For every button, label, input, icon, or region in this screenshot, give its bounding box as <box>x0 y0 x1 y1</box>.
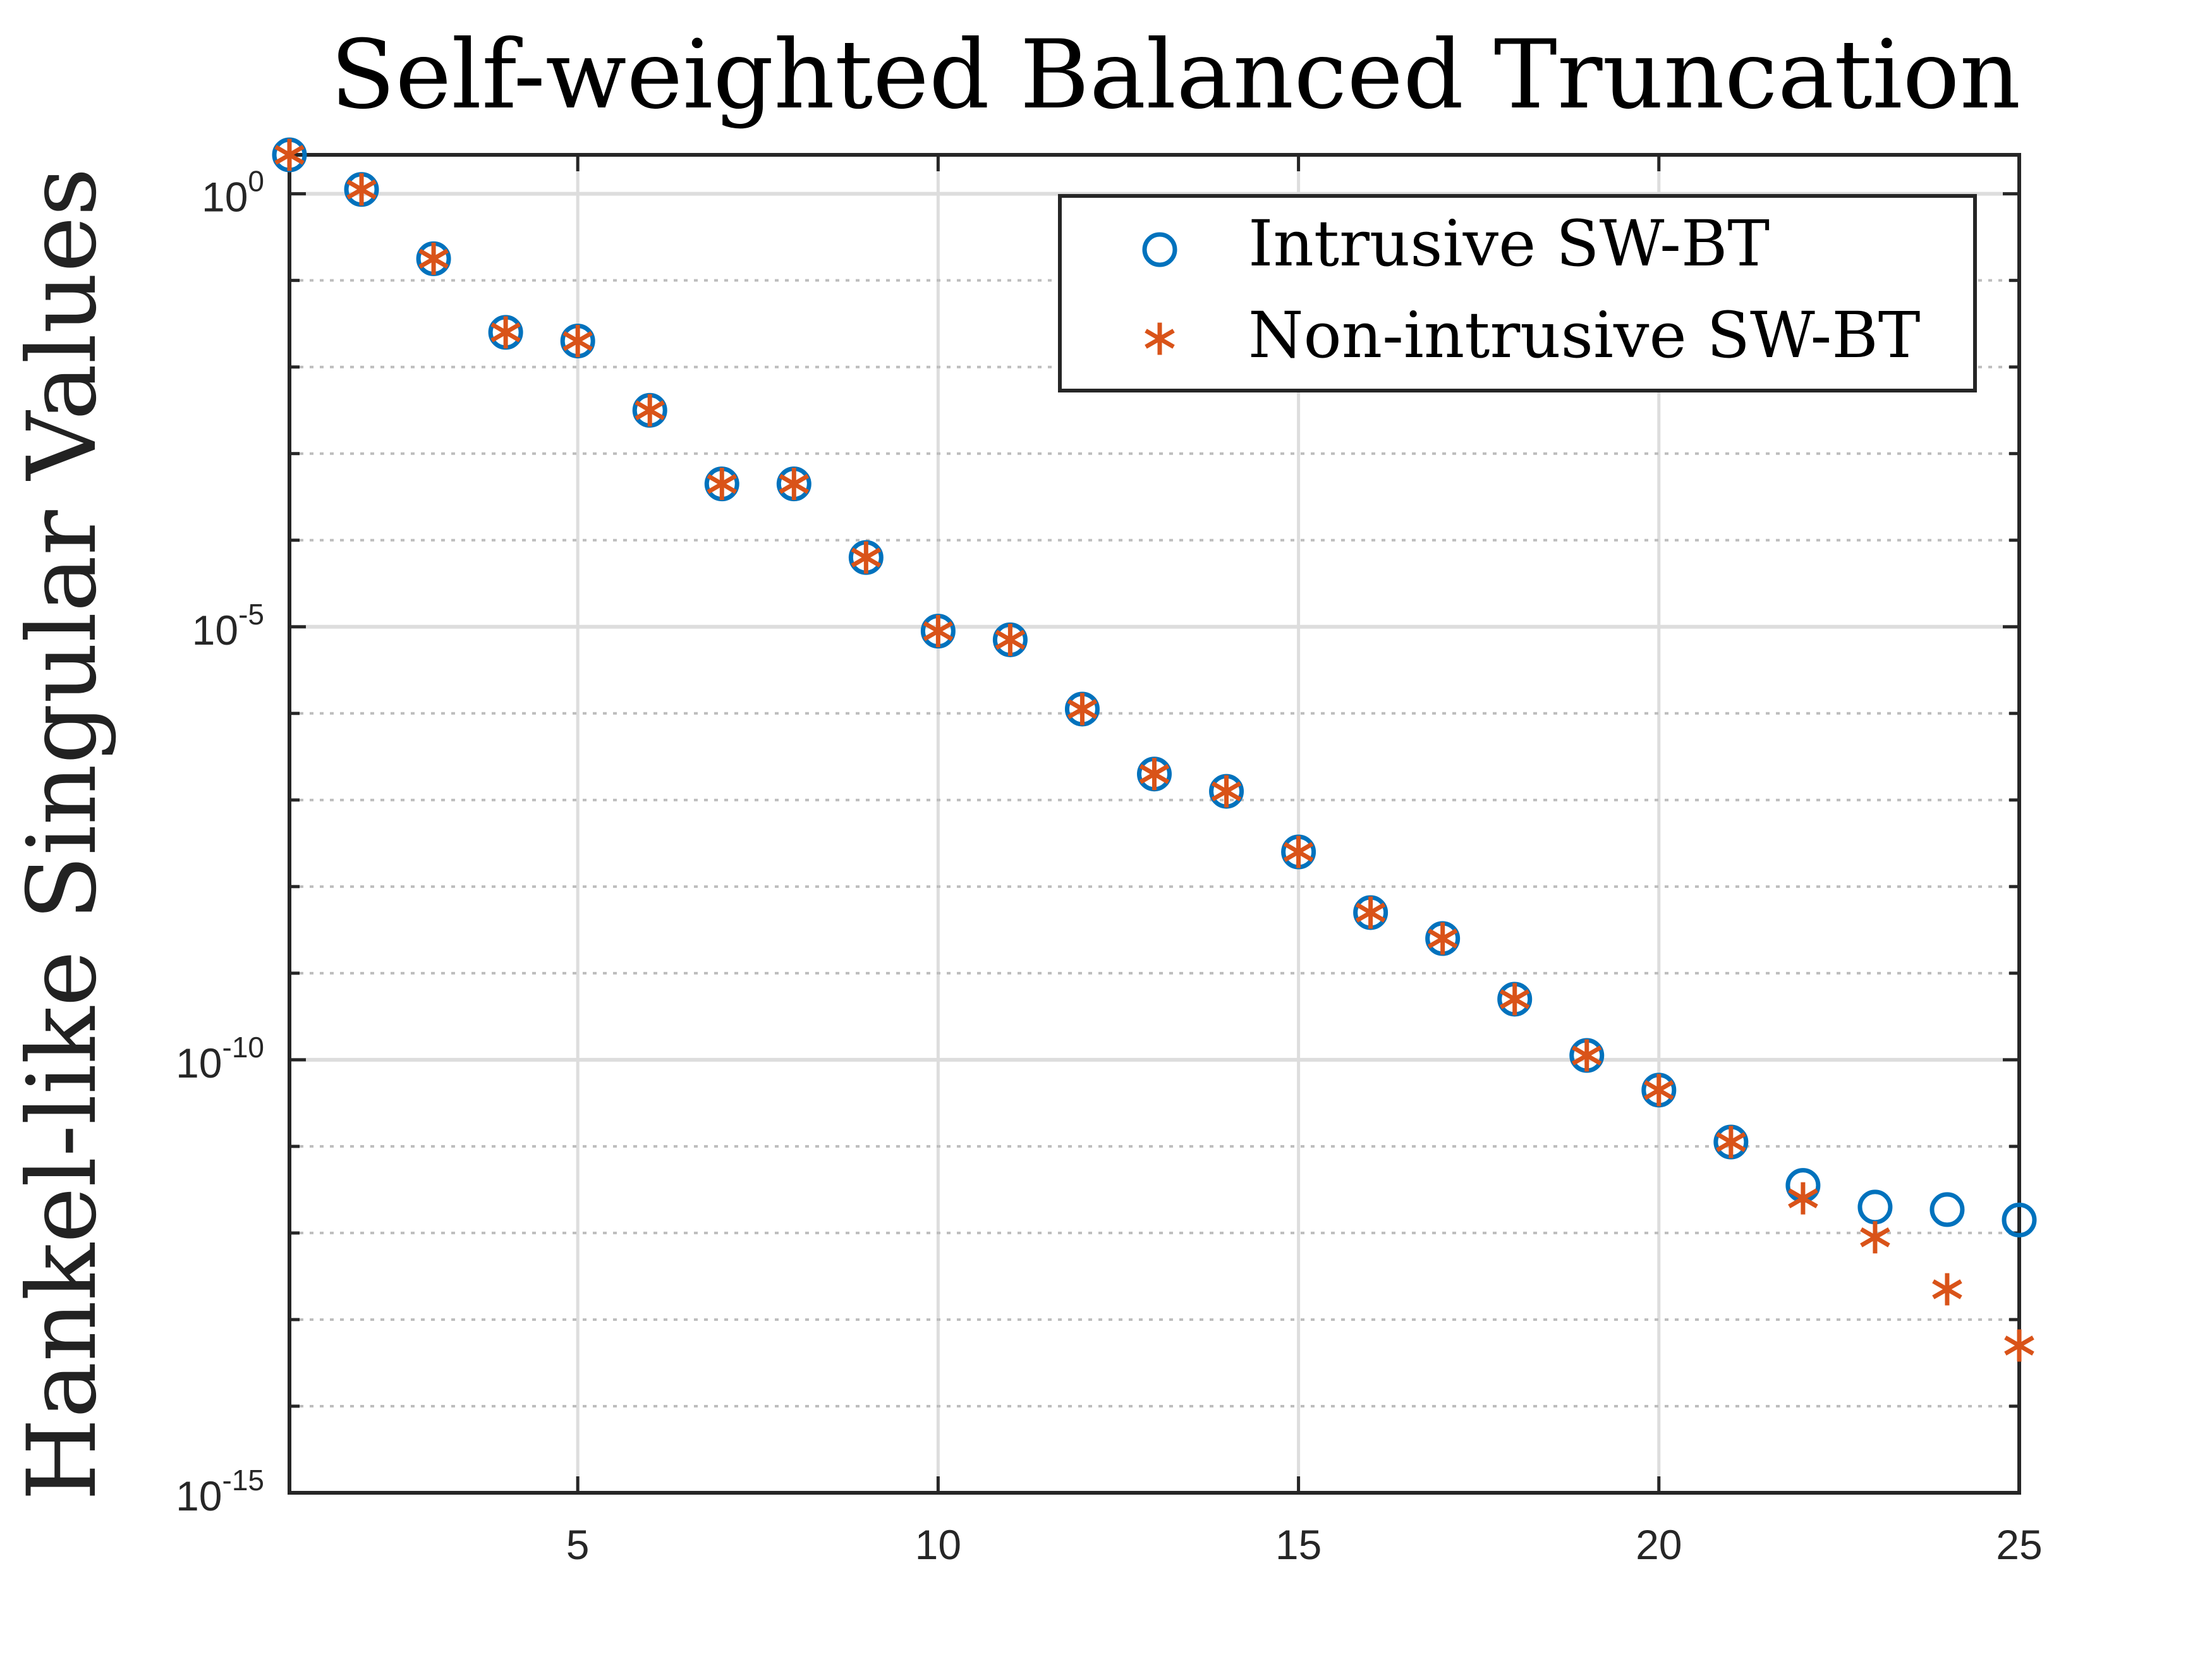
y-tick-label: 10-10 <box>176 1031 264 1086</box>
asterisk-stroke <box>1788 1188 1818 1208</box>
nonintrusive-point <box>2004 1329 2034 1362</box>
plot-frame <box>288 153 2021 1495</box>
x-tick-label: 10 <box>915 1521 961 1568</box>
nonintrusive-point <box>1716 1126 1746 1158</box>
asterisk-stroke <box>490 322 521 343</box>
nonintrusive-point <box>1860 1221 1890 1254</box>
nonintrusive-point <box>1283 836 1314 868</box>
asterisk-stroke <box>995 629 1026 650</box>
nonintrusive-point <box>779 468 810 501</box>
nonintrusive-point <box>346 173 377 206</box>
x-tick-label: 25 <box>1996 1521 2042 1568</box>
asterisk-stroke <box>779 473 810 494</box>
nonintrusive-point <box>1499 983 1530 1016</box>
nonintrusive-point <box>490 316 521 349</box>
nonintrusive-point <box>1644 1074 1674 1107</box>
nonintrusive-point <box>1355 896 1386 929</box>
asterisk-stroke <box>707 473 738 494</box>
asterisk-stroke <box>1067 699 1098 719</box>
asterisk-stroke <box>1860 1227 1890 1248</box>
y-tick-label: 100 <box>202 165 264 221</box>
legend-label-nonintrusive: Non-intrusive SW-BT <box>1248 298 1920 372</box>
asterisk-stroke <box>1355 902 1386 923</box>
markers <box>272 137 2037 1362</box>
asterisk-stroke <box>923 621 954 641</box>
nonintrusive-point <box>635 394 665 427</box>
legend-circle-marker <box>1142 232 1177 267</box>
nonintrusive-point <box>1139 758 1170 791</box>
legend-asterisk-marker <box>1145 322 1175 355</box>
nonintrusive-point <box>562 325 593 358</box>
intrusive-point <box>1929 1192 1965 1227</box>
nonintrusive-point <box>1788 1182 1818 1215</box>
nonintrusive-point <box>1571 1039 1602 1072</box>
asterisk-stroke <box>1211 781 1242 801</box>
legend: Intrusive SW-BT Non-intrusive SW-BT <box>1058 194 1977 392</box>
asterisk-stroke <box>1644 1080 1674 1100</box>
asterisk-stroke <box>562 331 593 351</box>
asterisk-stroke <box>1571 1045 1602 1066</box>
nonintrusive-point <box>1211 775 1242 808</box>
nonintrusive-point <box>851 541 882 574</box>
asterisk-stroke <box>1499 989 1530 1009</box>
nonintrusive-point <box>995 623 1026 656</box>
legend-box <box>1058 194 1977 392</box>
asterisk-stroke <box>2004 1335 2034 1356</box>
asterisk-stroke <box>1932 1279 1962 1299</box>
asterisk-stroke <box>851 547 882 568</box>
asterisk-stroke <box>346 179 377 200</box>
intrusive-point <box>1857 1189 1893 1225</box>
intrusive-point <box>2002 1202 2037 1237</box>
asterisk-stroke <box>1427 928 1458 949</box>
x-tick-label: 20 <box>1636 1521 1682 1568</box>
asterisk-stroke <box>1716 1132 1746 1152</box>
legend-label-intrusive: Intrusive SW-BT <box>1248 207 1770 281</box>
chart-title: Self-weighted Balanced Truncation <box>331 20 2021 130</box>
asterisk-stroke <box>418 248 449 269</box>
nonintrusive-point <box>707 468 738 501</box>
tick-labels: 5 10 15 20 25 100 10-5 10-10 10-15 <box>176 165 2043 1568</box>
y-tick-label: 10-15 <box>176 1464 264 1519</box>
asterisk-stroke <box>635 400 665 420</box>
nonintrusive-point <box>418 242 449 275</box>
nonintrusive-point <box>1932 1273 1962 1306</box>
nonintrusive-point <box>923 615 954 648</box>
y-axis-label: Hankel-like Singular Values <box>8 167 118 1501</box>
y-tick-label: 10-5 <box>192 598 264 653</box>
x-tick-label: 15 <box>1275 1521 1322 1568</box>
asterisk-stroke <box>1139 763 1170 784</box>
asterisk-stroke <box>274 145 305 165</box>
asterisk-stroke <box>1283 842 1314 862</box>
nonintrusive-point <box>1427 922 1458 955</box>
nonintrusive-point <box>274 138 305 171</box>
x-tick-label: 5 <box>566 1521 590 1568</box>
nonintrusive-point <box>1067 693 1098 726</box>
